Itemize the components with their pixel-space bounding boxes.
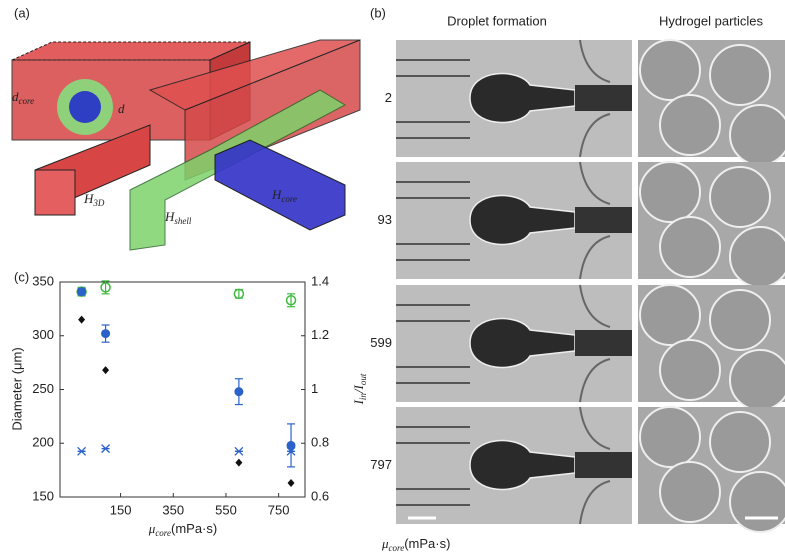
x-tick-label: 150 [110,502,132,517]
outlet [575,207,632,233]
row-label: 797 [370,457,392,472]
plot-frame [59,281,306,498]
dim-sub: core [281,194,297,204]
particle [659,461,721,523]
micro-frame [633,40,638,524]
dim-label: Hshell [164,209,192,226]
y2-tick-label: 1 [311,381,318,396]
particle [639,284,701,346]
micrographs [396,39,785,533]
panel-label: (c) [14,269,29,284]
particle [709,411,771,473]
x-tick-label: 550 [215,502,237,517]
particle [659,339,721,401]
row-label: 2 [385,90,392,105]
label-sub: out [358,373,368,385]
point [235,458,243,467]
dim-main: d [12,89,19,104]
panel-label: (a) [14,5,30,20]
y2-tick-label: 1.2 [311,327,329,342]
y-tick-label: 150 [32,488,54,503]
y-axis-label: Diameter (μm) [9,347,24,430]
point [101,444,111,454]
y2-axis-label: Iin/Iout [351,373,368,405]
label-main: μ [381,536,389,551]
point [102,366,110,375]
label-sub: core [155,528,171,538]
point [285,295,297,306]
outlet [575,85,632,111]
dim-label: dcore [12,89,34,106]
point [286,440,296,450]
label-main: μ [148,521,156,536]
column-title: Droplet formation [447,13,547,28]
row-label: 93 [378,212,392,227]
particle [639,39,701,101]
particle [659,94,721,156]
x-tick-label: 750 [268,502,290,517]
label-main: I [351,399,366,405]
axis-label: μcore(mPa·s) [381,536,450,553]
dim-main: H [83,191,94,206]
particle [639,161,701,223]
dim-sub: 3D [92,198,105,208]
point [77,287,87,297]
outlet [575,330,632,356]
y-tick-label: 350 [32,273,54,288]
column-title: Hydrogel particles [659,13,764,28]
dim-main: H [164,209,175,224]
label-sep: / [351,388,366,394]
particle [709,166,771,228]
point [234,387,244,397]
point [234,446,244,456]
point [233,288,245,300]
dim-label: H3D [83,191,105,208]
y-tick-label: 200 [32,435,54,450]
label-unit: (mPa·s) [404,536,450,551]
channel-curve [579,39,611,158]
particle [729,349,785,411]
point [287,479,295,488]
x-tick-label: 350 [162,502,184,517]
dim-main: H [271,187,282,202]
outlet [575,452,632,478]
point [101,329,111,339]
point [100,282,111,293]
channel-curve [579,406,611,525]
particle [729,104,785,166]
particle [639,406,701,468]
row-label: 599 [370,335,392,350]
label-sub: core [389,543,405,553]
label-unit: (mPa·s) [171,521,217,536]
point [78,315,86,324]
y-tick-label: 250 [32,381,54,396]
particle [659,216,721,278]
point [77,446,87,456]
dim-label: Hcore [271,187,297,204]
dim-sub: core [19,96,35,106]
y2-tick-label: 1.4 [311,273,329,288]
dim-sub: shell [174,216,191,226]
y2-tick-label: 0.8 [311,435,329,450]
y2-tick-label: 0.6 [311,488,329,503]
point [286,446,296,456]
dim-label: d [118,101,125,116]
label-sub: in [358,393,368,401]
channel-curve [579,161,611,280]
channel-curve [579,284,611,403]
y-tick-label: 300 [32,327,54,342]
x-axis-label: μcore(mPa·s) [148,521,217,538]
device-schematic [11,39,361,251]
particle [729,226,785,288]
label-main: I [351,384,366,390]
particle [729,471,785,533]
panel-label: (b) [370,5,386,20]
particle [709,289,771,351]
particle [709,44,771,106]
